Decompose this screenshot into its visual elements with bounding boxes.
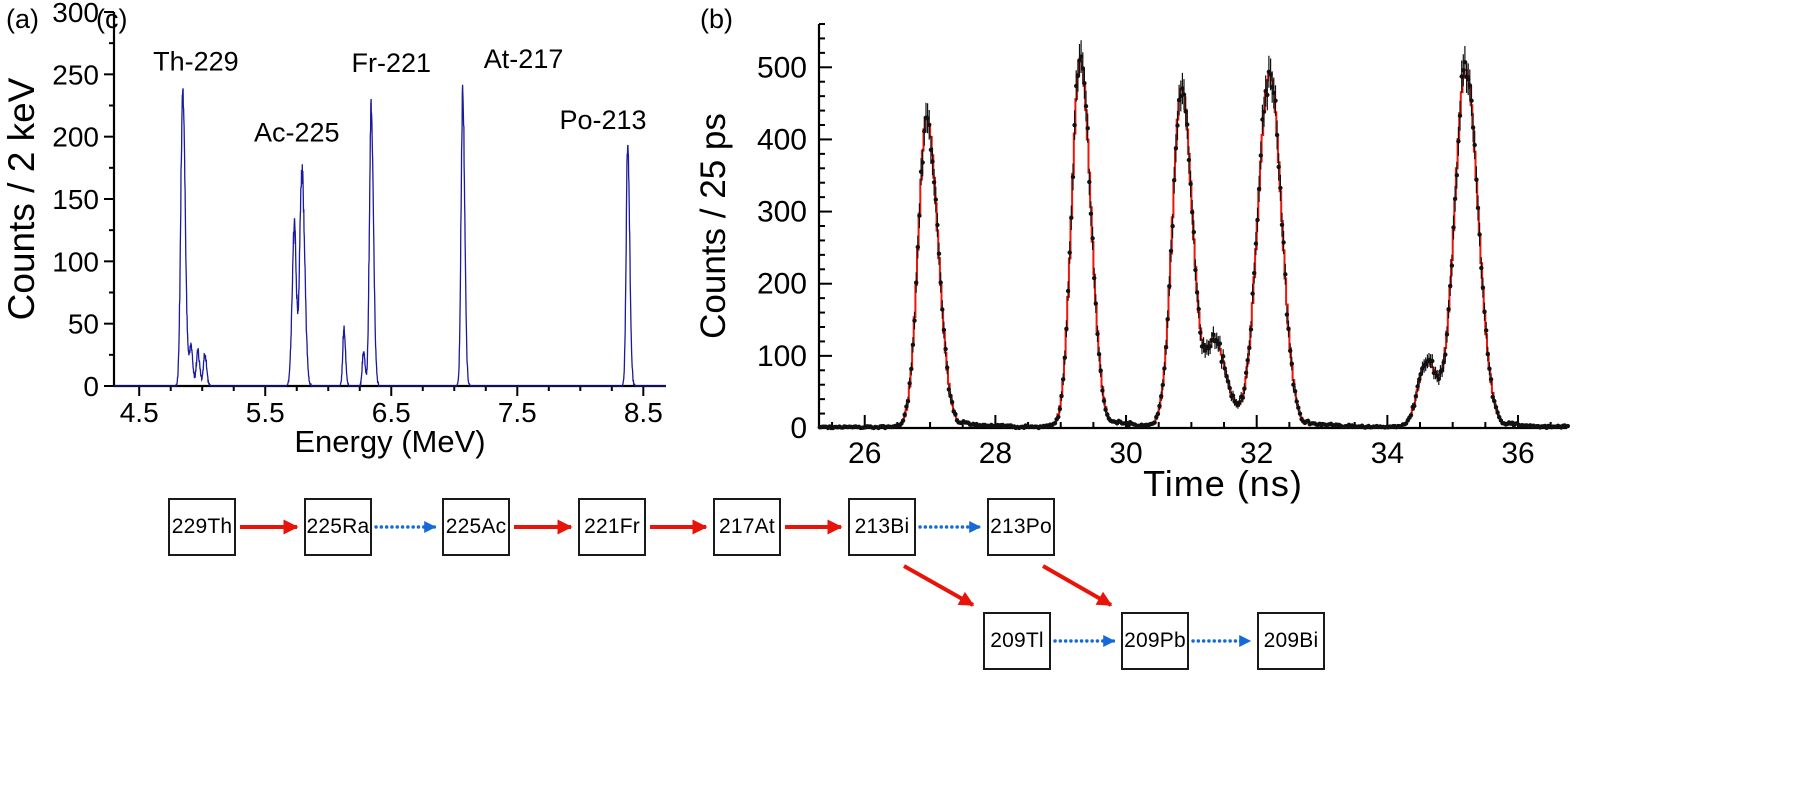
- peak-label-Po-213: Po-213: [559, 105, 646, 135]
- panel-a-label: (a): [6, 4, 39, 34]
- decay-node-209Tl: 209Tl: [983, 612, 1051, 670]
- y-tick-label: 200: [757, 268, 807, 301]
- peak-label-Fr-221: Fr-221: [351, 48, 431, 78]
- y-tick-label: 300: [52, 0, 99, 28]
- y-axis-label: Counts / 2 keV: [2, 77, 42, 320]
- decay-node-213Bi: 213Bi: [848, 498, 916, 556]
- panel-c-label: (c): [96, 4, 128, 34]
- data-points: [817, 54, 1570, 431]
- y-axis-label: Counts / 25 ps: [694, 113, 733, 339]
- x-tick-label: 26: [848, 437, 881, 470]
- x-axis-label: Time (ns): [1143, 463, 1303, 504]
- decay-node-221Fr: 221Fr: [578, 498, 646, 556]
- y-tick-label: 200: [52, 122, 99, 153]
- x-tick-label: 8.5: [624, 397, 663, 428]
- x-tick-label: 34: [1371, 437, 1404, 470]
- decay-node-213Po: 213Po: [987, 498, 1055, 556]
- decay-node-225Ra: 225Ra: [304, 498, 372, 556]
- alpha-spectrum-chart: 4.5 5.5 6.5 7.5 8.5 0 50 100 150 200 250 300 Counts …: [2, 0, 666, 459]
- x-tick-label: 4.5: [120, 397, 159, 428]
- x-tick-label: 36: [1501, 437, 1534, 470]
- time-spectrum-chart: 26 28 30 32 34 36 0 100 200 300 400 500 Counts / 25 …: [694, 23, 1570, 504]
- decay-arrow-Po213-Pb209-alpha: [1042, 564, 1113, 607]
- decay-node-229Th: 229Th: [168, 498, 236, 556]
- y-tick-label: 50: [68, 309, 99, 340]
- panel-b-label: (b): [700, 4, 733, 34]
- decay-node-209Bi: 209Bi: [1257, 612, 1325, 670]
- decay-chain-arrows: [240, 519, 1252, 647]
- y-tick-label: 100: [757, 340, 807, 373]
- peak-label-Ac-225: Ac-225: [254, 118, 340, 148]
- peak-label-Th-229: Th-229: [153, 47, 239, 77]
- spectrum-line: [114, 84, 666, 388]
- peak-label-At-217: At-217: [484, 44, 564, 74]
- decay-chain-diagram: 229Th 225Ra 225Ac 221Fr 217At 213Bi 213Po 209Tl…: [0, 458, 1793, 792]
- x-tick-label: 32: [1240, 437, 1273, 470]
- x-tick-label: 28: [979, 437, 1012, 470]
- y-tick-label: 500: [757, 51, 807, 84]
- y-tick-label: 150: [52, 184, 99, 215]
- x-tick-label: 30: [1109, 437, 1142, 470]
- y-tick-label: 400: [757, 123, 807, 156]
- y-tick-label: 250: [52, 59, 99, 90]
- x-tick-label: 7.5: [498, 397, 537, 428]
- x-tick-label: 5.5: [246, 397, 285, 428]
- y-tick-label: 100: [52, 246, 99, 277]
- y-tick-label: 0: [83, 371, 99, 402]
- decay-arrow-Bi213-Tl209-alpha: [903, 564, 975, 607]
- decay-node-225Ac: 225Ac: [442, 498, 510, 556]
- decay-node-217At: 217At: [713, 498, 781, 556]
- x-axis-label: Energy (MeV): [294, 424, 485, 459]
- x-tick-label: 6.5: [372, 397, 411, 428]
- y-tick-label: 0: [790, 412, 807, 445]
- y-tick-label: 300: [757, 196, 807, 229]
- decay-node-209Pb: 209Pb: [1121, 612, 1189, 670]
